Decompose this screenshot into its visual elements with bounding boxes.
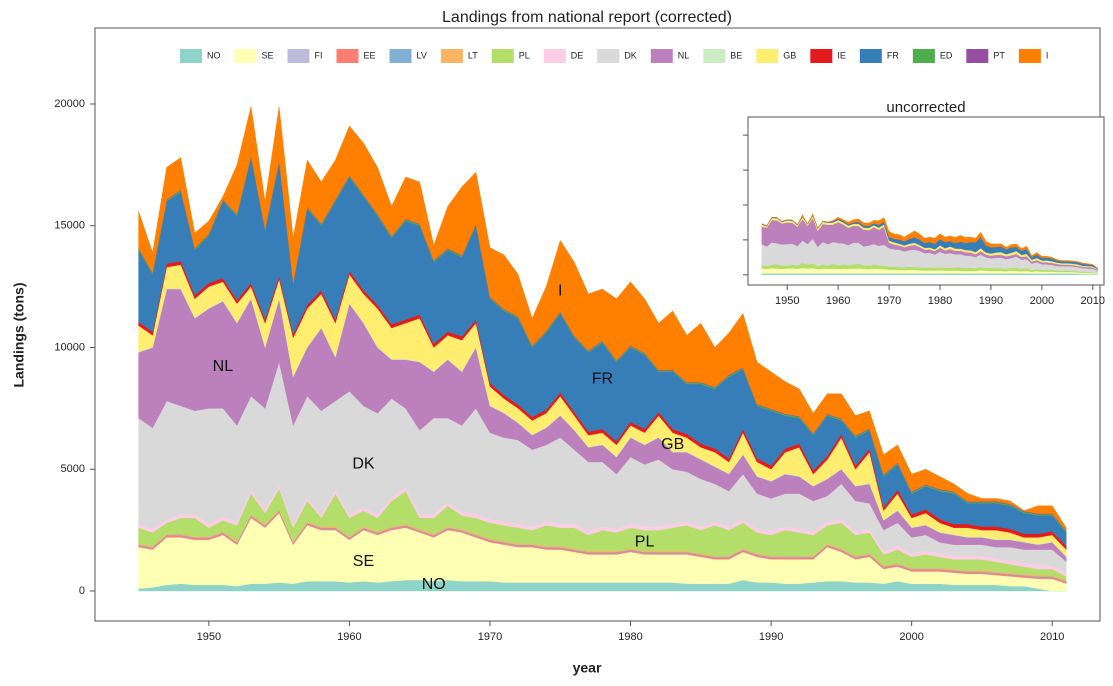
y-tick-label: 10000 [54, 341, 85, 353]
x-tick-label: 1960 [337, 631, 361, 643]
y-axis-label: Landings (tons) [11, 283, 27, 388]
legend-swatch [810, 49, 833, 63]
chart-title: Landings from national report (corrected… [442, 9, 732, 26]
annotation: SE [353, 553, 374, 570]
x-tick-label: 1990 [759, 631, 783, 643]
plot-border [747, 116, 1105, 286]
x-tick-label: 2000 [899, 631, 923, 643]
legend-swatch [650, 49, 673, 63]
legend-label: ED [940, 50, 953, 60]
legend-swatch [966, 49, 989, 63]
x-tick-label: 1950 [775, 295, 799, 307]
legend-swatch [912, 49, 935, 63]
legend-swatch [336, 49, 359, 63]
annotation: FR [592, 370, 613, 387]
legend-swatch [543, 49, 566, 63]
annotation: DK [352, 456, 375, 473]
annotation: PL [635, 534, 655, 551]
legend-label: SE [262, 50, 274, 60]
x-tick-label: 1980 [928, 295, 952, 307]
annotation: GB [661, 436, 684, 453]
inset-title: uncorrected [886, 99, 965, 116]
annotation: NO [422, 576, 446, 593]
x-tick-label: 1980 [618, 631, 642, 643]
legend-swatch [491, 49, 514, 63]
x-tick-label: 1970 [877, 295, 901, 307]
legend-label: DK [624, 50, 637, 60]
x-tick-label: 2010 [1081, 295, 1105, 307]
legend-label: NO [207, 50, 221, 60]
y-tick-label: 5000 [61, 463, 85, 475]
x-tick-label: 1960 [826, 295, 850, 307]
legend-swatch [287, 49, 310, 63]
legend-label: NL [678, 50, 690, 60]
legend-swatch [234, 49, 257, 63]
x-tick-label: 2010 [1040, 631, 1064, 643]
legend-label: PT [993, 50, 1005, 60]
area [761, 213, 1099, 270]
x-tick-label: 2000 [1030, 295, 1054, 307]
x-tick-label: 1990 [979, 295, 1003, 307]
legend-label: DE [571, 50, 584, 60]
y-tick-label: 20000 [54, 98, 85, 110]
annotation: I [558, 283, 562, 300]
legend-swatch [180, 49, 202, 63]
legend-label: FR [887, 50, 899, 60]
legend-swatch [597, 49, 620, 63]
legend-label: BE [730, 50, 742, 60]
legend-label: FI [315, 50, 323, 60]
area [138, 106, 1067, 532]
annotation: NL [213, 358, 234, 375]
plot-border [94, 27, 1101, 622]
x-tick-label: 1970 [478, 631, 502, 643]
legend-label: PL [519, 50, 530, 60]
legend-swatch [859, 49, 882, 63]
legend-swatch [756, 49, 779, 63]
legend-label: EE [364, 50, 376, 60]
legend-swatch [703, 49, 726, 63]
legend-label: LT [468, 50, 478, 60]
area [761, 273, 1099, 276]
legend-swatch [389, 49, 412, 63]
legend-label: GB [783, 50, 796, 60]
legend-label: LV [417, 50, 427, 60]
legend-label: IE [837, 50, 846, 60]
legend-label: I [1046, 50, 1049, 60]
legend-swatch [440, 49, 463, 63]
x-tick-label: 1950 [197, 631, 221, 643]
y-tick-label: 15000 [54, 220, 85, 232]
legend-swatch [1018, 49, 1041, 63]
x-axis-label: year [573, 660, 602, 676]
y-tick-label: 0 [79, 585, 85, 597]
